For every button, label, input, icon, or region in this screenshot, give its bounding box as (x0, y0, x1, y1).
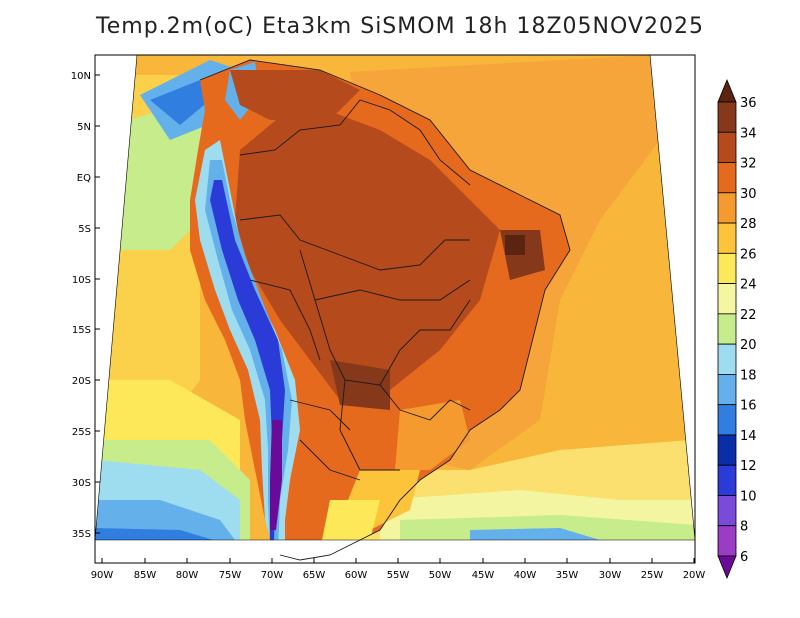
lat-tick: 5N (77, 122, 100, 133)
colorbar-swatch (717, 252, 737, 284)
svg-text:20S: 20S (72, 376, 91, 387)
svg-text:30S: 30S (72, 478, 91, 489)
lon-tick: 45W (472, 558, 495, 581)
lon-tick: 25W (641, 558, 664, 581)
lon-tick: 80W (176, 558, 199, 581)
lat-tick: 35S (72, 529, 100, 540)
lat-tick: 5S (78, 224, 100, 235)
lat-tick: 10N (71, 71, 100, 82)
svg-text:85W: 85W (134, 570, 157, 581)
colorbar-swatch (717, 101, 737, 133)
svg-text:30W: 30W (599, 570, 622, 581)
lon-tick: 20W (683, 558, 706, 581)
lon-tick: 70W (261, 558, 284, 581)
colorbar-label: 30 (740, 187, 757, 202)
colorbar-label: 8 (740, 520, 748, 535)
colorbar-label: 22 (740, 308, 757, 323)
svg-text:35W: 35W (556, 570, 579, 581)
lon-tick: 60W (345, 558, 368, 581)
colorbar-label: 36 (740, 96, 757, 111)
latitude-axis: 10N 5N EQ 5S 10S 15S 20S 25S 30S 35S (71, 71, 100, 540)
colorbar-label: 24 (740, 278, 757, 293)
colorbar-label: 18 (740, 368, 757, 383)
map-title: Temp.2m(oC) Eta3km SiSMOM 18h 18Z05NOV20… (96, 14, 704, 39)
svg-text:5N: 5N (77, 122, 91, 133)
svg-text:55W: 55W (387, 570, 410, 581)
colorbar-swatch (717, 283, 737, 315)
colorbar-swatch (717, 555, 737, 580)
colorbar-label: 26 (740, 247, 757, 262)
svg-text:40W: 40W (514, 570, 537, 581)
colorbar-swatch (717, 192, 737, 224)
lat-tick: EQ (77, 173, 100, 184)
colorbar-label: 12 (740, 459, 757, 474)
lon-tick: 50W (429, 558, 452, 581)
colorbar-swatch (717, 495, 737, 527)
colorbar-label: 34 (740, 126, 757, 141)
lon-tick: 65W (303, 558, 326, 581)
svg-text:5S: 5S (78, 224, 91, 235)
svg-text:25S: 25S (72, 427, 91, 438)
svg-text:50W: 50W (429, 570, 452, 581)
svg-text:20W: 20W (683, 570, 706, 581)
lat-tick: 10S (72, 275, 100, 286)
colorbar-swatch (717, 162, 737, 194)
lat-tick: 20S (72, 376, 100, 387)
colorbar-label: 20 (740, 338, 757, 353)
country-boundaries (199, 59, 571, 561)
colorbar-swatch (717, 464, 737, 496)
lon-tick: 75W (219, 558, 242, 581)
lon-tick: 90W (91, 558, 114, 581)
svg-text:75W: 75W (219, 570, 242, 581)
lat-tick: 30S (72, 478, 100, 489)
svg-text:10N: 10N (71, 71, 91, 82)
svg-text:35S: 35S (72, 529, 91, 540)
colorbar-swatch (717, 222, 737, 254)
colorbar-label: 28 (740, 217, 757, 232)
lon-tick: 55W (387, 558, 410, 581)
svg-text:70W: 70W (261, 570, 284, 581)
svg-text:65W: 65W (303, 570, 326, 581)
lat-tick: 15S (72, 325, 100, 336)
temperature-field (95, 55, 695, 540)
colorbar-swatch (717, 434, 737, 466)
colorbar-swatch (717, 313, 737, 345)
colorbar-swatch (717, 404, 737, 436)
colorbar-label: 32 (740, 157, 757, 172)
svg-text:10S: 10S (72, 275, 91, 286)
lon-tick: 30W (599, 558, 622, 581)
colorbar-swatch (717, 373, 737, 406)
lon-tick: 40W (514, 558, 537, 581)
svg-text:45W: 45W (472, 570, 495, 581)
colorbar-label: 6 (740, 550, 748, 565)
svg-text:25W: 25W (641, 570, 664, 581)
colorbar: 36 34 32 30 28 26 24 22 20 18 16 14 12 10 8 6 (717, 78, 757, 580)
colorbar-label: 16 (740, 399, 757, 414)
svg-text:15S: 15S (72, 325, 91, 336)
svg-text:EQ: EQ (77, 173, 91, 184)
svg-text:80W: 80W (176, 570, 199, 581)
colorbar-label: 10 (740, 489, 757, 504)
svg-text:90W: 90W (91, 570, 114, 581)
colorbar-swatch (717, 131, 737, 163)
colorbar-swatch (717, 525, 737, 557)
lat-tick: 25S (72, 427, 100, 438)
svg-text:60W: 60W (345, 570, 368, 581)
longitude-axis: 90W 85W 80W 75W 70W 65W 60W 55W 50W 45W … (91, 558, 706, 581)
colorbar-swatch (717, 343, 737, 375)
colorbar-swatch (717, 78, 737, 103)
lon-tick: 85W (134, 558, 157, 581)
plot-frame (94, 54, 696, 564)
lon-tick: 35W (556, 558, 579, 581)
colorbar-label: 14 (740, 429, 757, 444)
